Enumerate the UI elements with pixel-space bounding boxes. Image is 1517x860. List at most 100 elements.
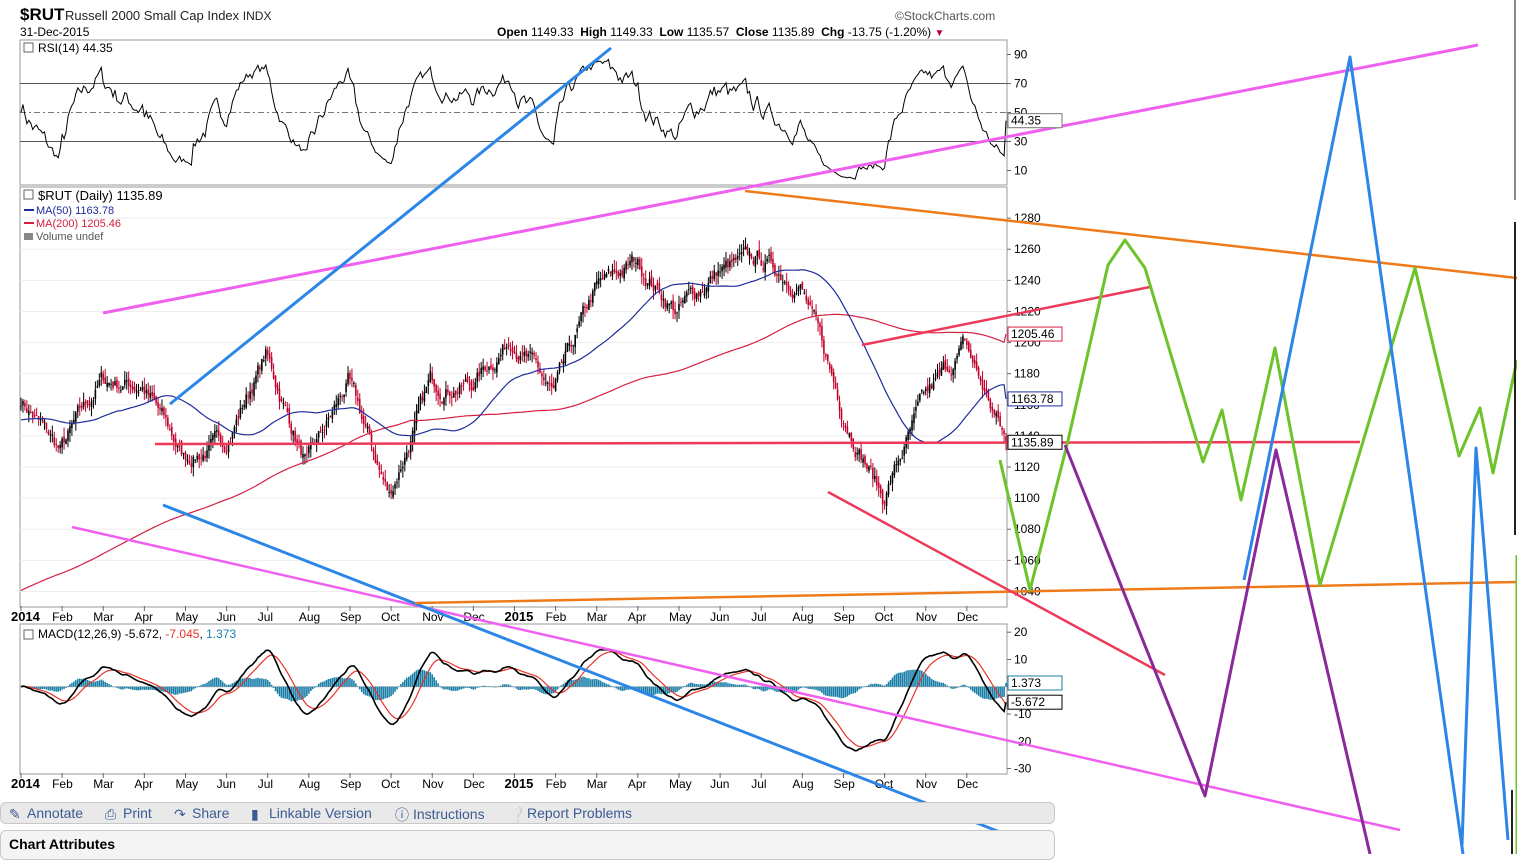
price-candle (709, 276, 712, 283)
price-candle (858, 449, 860, 455)
macd-histogram-bar (454, 686, 457, 691)
macd-histogram-bar (644, 686, 647, 695)
price-candle (503, 347, 506, 349)
macd-histogram-bar (599, 680, 602, 687)
print-button[interactable]: ⎙ Print (105, 805, 152, 822)
y-tick-label: -10 (1014, 707, 1032, 721)
macd-histogram-bar (102, 680, 105, 687)
share-button[interactable]: ↷ Share (174, 805, 230, 822)
macd-histogram-bar (212, 678, 214, 687)
macd-histogram-bar (94, 681, 97, 687)
price-candle (686, 292, 688, 297)
price-candle (958, 348, 960, 355)
price-candle (568, 343, 571, 346)
price-candle (360, 414, 363, 420)
price-candle (770, 252, 772, 262)
price-candle (813, 309, 815, 312)
instructions-button[interactable]: ⓘ Instructions (395, 806, 485, 823)
price-candle (80, 405, 83, 409)
price-candle (325, 420, 328, 427)
price-candle (977, 367, 980, 377)
price-candle (343, 394, 345, 397)
macd-histogram-bar (680, 686, 682, 689)
price-candle (501, 344, 504, 355)
macd-histogram-bar (825, 686, 827, 696)
price-candle (781, 282, 784, 284)
price-candle (819, 323, 821, 328)
price-candle (24, 403, 26, 407)
macd-histogram-bar (582, 676, 584, 687)
macd-histogram-bar (556, 686, 559, 690)
price-candle (276, 384, 279, 391)
price-candle (120, 389, 122, 391)
macd-histogram-bar (827, 686, 829, 697)
macd-histogram-bar (382, 686, 385, 700)
price-candle (856, 452, 858, 455)
price-candle (566, 342, 569, 353)
y-tick-label: 20 (1014, 625, 1028, 639)
price-candle (650, 276, 653, 286)
price-candle (966, 340, 968, 345)
brand-logo[interactable]: ©StockCharts.com (895, 9, 996, 23)
price-candle (827, 354, 829, 361)
price-candle (646, 283, 649, 286)
macd-histogram-bar (639, 686, 641, 691)
x-tick-label: Apr (134, 610, 153, 624)
macd-histogram-bar (43, 686, 46, 689)
macd-histogram-bar (78, 678, 81, 687)
price-candle (319, 430, 322, 432)
report-problems-button[interactable]: ❔Report Problems (509, 805, 633, 822)
x-tick-label: Aug (792, 777, 813, 791)
price-candle (161, 408, 163, 412)
price-candle (899, 459, 902, 462)
value-label-box (1007, 434, 1063, 450)
macd-histogram-bar (192, 686, 195, 690)
price-candle (43, 420, 46, 424)
price-candle (584, 306, 586, 309)
price-candle (321, 432, 324, 434)
price-candle (717, 270, 719, 276)
price-candle (405, 452, 408, 460)
ma50-line (20, 269, 1007, 444)
price-candle (621, 270, 623, 276)
macd-histogram-bar (131, 686, 134, 690)
macd-histogram-bar (603, 682, 606, 687)
chart-attributes-bar[interactable]: Chart Attributes (0, 830, 1055, 860)
volume-legend: Volume undef (36, 231, 104, 243)
macd-histogram-bar (378, 686, 381, 701)
macd-histogram-bar (568, 679, 571, 687)
macd-histogram-bar (523, 686, 526, 690)
macd-histogram-bar (650, 686, 653, 695)
macd-histogram-bar (928, 676, 931, 687)
price-candle (41, 419, 44, 422)
chart-attributes-title: Chart Attributes (9, 836, 116, 852)
macd-histogram-bar (492, 686, 494, 688)
price-candle (390, 489, 392, 495)
macd-histogram-bar (689, 682, 692, 687)
macd-histogram-bar (49, 686, 52, 691)
y-tick-label: 1060 (1014, 553, 1041, 567)
price-candle (296, 439, 298, 443)
price-candle (991, 406, 994, 411)
price-candle (243, 405, 246, 408)
price-candle (642, 278, 645, 280)
price-candle (292, 431, 294, 435)
macd-histogram-bar (868, 684, 870, 687)
annotate-button[interactable]: ✎ Annotate (9, 805, 84, 822)
macd-histogram-bar (462, 686, 465, 689)
price-candle (505, 347, 508, 349)
x-tick-label: Sep (340, 777, 362, 791)
price-candle (329, 415, 332, 417)
macd-histogram-bar (470, 686, 473, 689)
macd-histogram-bar (239, 678, 242, 687)
price-candle (433, 379, 435, 387)
macd-histogram-bar (756, 686, 759, 689)
linkable-version-button[interactable]: ▮ Linkable Version (251, 805, 372, 822)
macd-histogram-bar (337, 676, 340, 687)
price-candle (482, 366, 484, 370)
price-candle (648, 278, 651, 286)
price-candle (652, 284, 655, 291)
macd-histogram-bar (830, 686, 833, 697)
price-candle (75, 412, 77, 422)
macd-histogram-bar (664, 686, 667, 695)
